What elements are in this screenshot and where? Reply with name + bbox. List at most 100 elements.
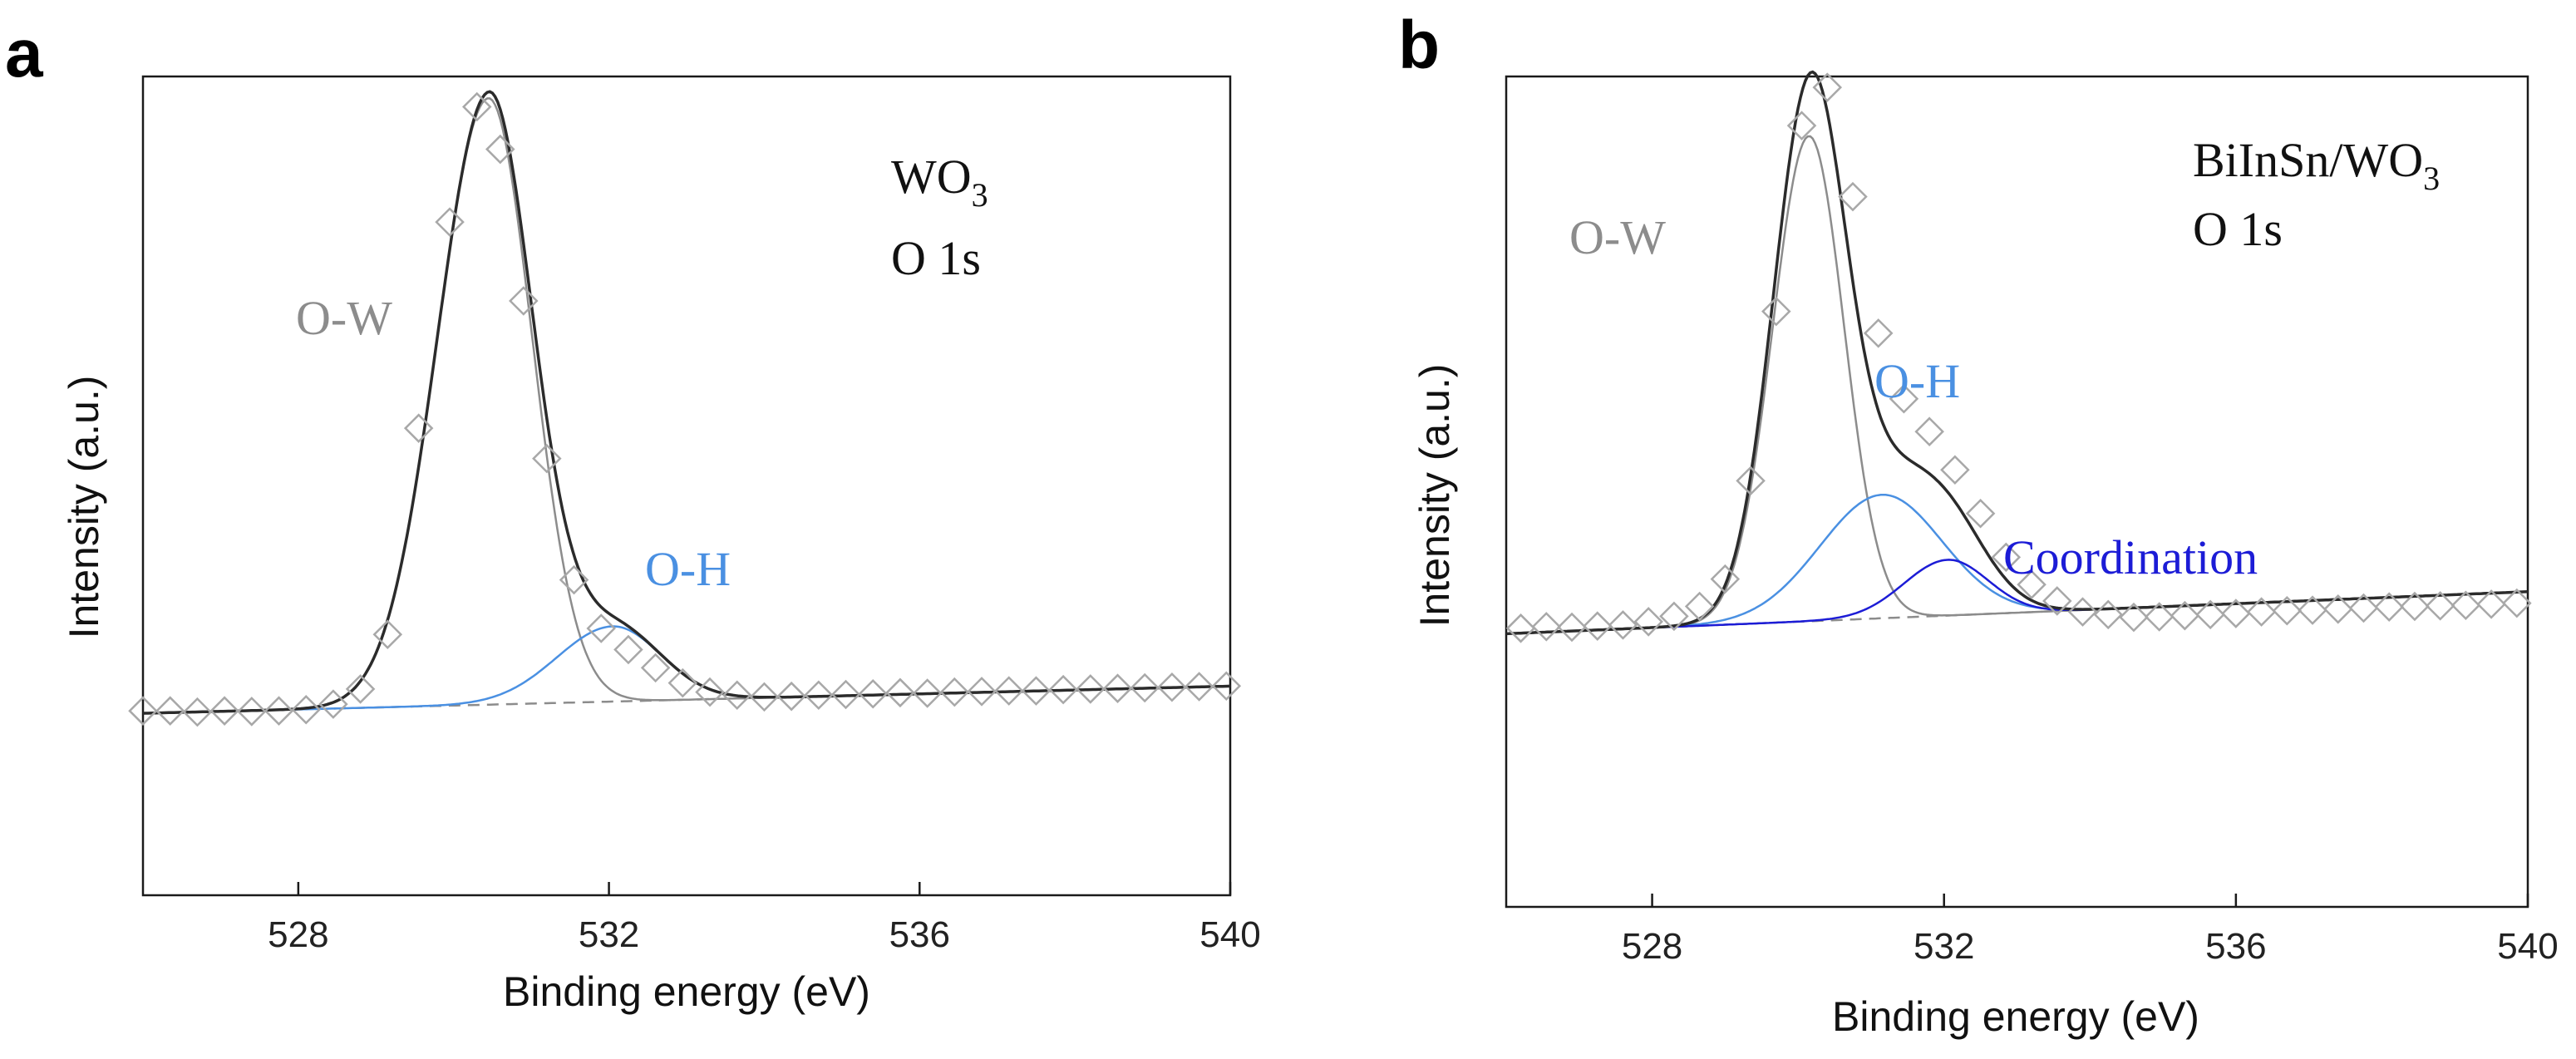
raw-data-point — [509, 286, 539, 316]
panel-a-y-axis-label: Intensity (a.u.) — [61, 376, 107, 639]
x-tick-label: 532 — [579, 914, 639, 955]
raw-data-point — [939, 677, 970, 707]
raw-data-point — [2400, 591, 2430, 622]
raw-data-point — [1914, 416, 1944, 446]
raw-data-point — [318, 689, 348, 719]
panel-b-sample-label: BiInSn/WO3 — [2193, 133, 2440, 197]
panel-a-components — [142, 97, 1231, 715]
raw-data-point — [2425, 591, 2455, 621]
raw-data-point — [993, 676, 1024, 706]
raw-data-point — [967, 677, 997, 707]
panel-b-envelope — [1505, 70, 2529, 636]
raw-data-point — [912, 678, 943, 708]
raw-data-point — [667, 667, 698, 698]
raw-data-point — [182, 697, 213, 727]
raw-data-point — [1684, 591, 1715, 622]
raw-data-point — [2119, 602, 2149, 633]
raw-data-point — [532, 443, 562, 474]
raw-data-point — [291, 694, 321, 725]
raw-data-point — [1838, 181, 1868, 212]
raw-data-point — [1505, 613, 1536, 643]
panel-a-sample-label: WO3 — [891, 150, 988, 214]
raw-data-point — [1021, 676, 1052, 706]
raw-data-point — [804, 680, 834, 710]
panel-b-letter: b — [1398, 7, 1440, 83]
raw-data-point — [586, 613, 616, 643]
envelope-line — [142, 90, 1231, 715]
raw-data-point — [2502, 588, 2532, 618]
raw-data-point — [1965, 499, 1996, 529]
panel-b-y-axis-label: Intensity (a.u.) — [1411, 364, 1458, 628]
raw-data-point — [1531, 612, 1562, 642]
raw-data-point — [1184, 672, 1214, 702]
panel-a-plot-frame — [141, 75, 1232, 897]
raw-data-point — [1102, 673, 1133, 703]
raw-data-point — [1211, 671, 1242, 702]
raw-data-point — [2298, 595, 2327, 625]
raw-data-point — [1940, 455, 1970, 485]
x-tick-label: 540 — [2497, 926, 2558, 967]
x-tick-label: 528 — [268, 914, 328, 955]
panel-b-plot-frame — [1505, 75, 2529, 909]
raw-data-point — [885, 677, 915, 708]
raw-data-point — [485, 134, 515, 165]
panel-b-peak-label-o-h: O-H — [1874, 354, 1960, 408]
raw-data-point — [1582, 611, 1613, 641]
raw-data-point — [128, 696, 158, 726]
raw-data-point — [2093, 599, 2123, 630]
raw-data-point — [461, 91, 492, 122]
raw-data-point — [613, 634, 643, 665]
raw-data-point — [858, 678, 888, 709]
panel-b-x-ticks: 528 532 536 540 — [1622, 894, 2559, 967]
x-tick-label: 536 — [889, 914, 950, 955]
panel-b-peak-label-coordination: Coordination — [2003, 530, 2258, 584]
panel-a-raw-data-markers — [128, 91, 1242, 727]
raw-data-point — [2374, 592, 2404, 622]
raw-data-point — [2067, 597, 2098, 627]
x-tick-label: 528 — [1622, 926, 1682, 967]
raw-data-point — [1633, 607, 1663, 637]
raw-data-point — [640, 653, 671, 683]
raw-data-point — [372, 619, 403, 650]
raw-data-point — [2195, 599, 2225, 630]
raw-data-point — [1710, 564, 1741, 594]
x-tick-label: 540 — [1199, 914, 1260, 955]
raw-data-point — [2272, 596, 2303, 626]
raw-data-point — [209, 696, 239, 726]
raw-data-point — [2042, 586, 2072, 616]
raw-data-point — [2450, 590, 2481, 620]
raw-data-point — [695, 677, 725, 707]
panel-b: b 528 532 536 540 Binding energy (eV) Inten… — [1398, 7, 2559, 1040]
x-tick-label: 536 — [2205, 926, 2266, 967]
raw-data-point — [2017, 569, 2047, 599]
raw-data-point — [776, 681, 806, 712]
raw-data-point — [237, 697, 267, 727]
panel-a-letter: a — [5, 16, 44, 91]
raw-data-point — [2348, 593, 2379, 623]
raw-data-point — [1761, 296, 1791, 327]
raw-data-point — [345, 674, 376, 704]
raw-data-point — [2144, 602, 2175, 632]
panel-a-x-ticks: 528 532 536 540 — [268, 882, 1261, 955]
raw-data-point — [264, 696, 294, 726]
panel-b-x-axis-label: Binding energy (eV) — [1832, 993, 2199, 1040]
raw-data-point — [2476, 589, 2506, 619]
panel-a-peak-label-o-h: O-H — [645, 542, 731, 596]
panel-b-raw-data-markers — [1505, 72, 2532, 643]
raw-data-point — [2322, 594, 2353, 624]
raw-data-point — [830, 679, 861, 710]
raw-data-point — [1130, 672, 1160, 703]
raw-data-point — [1786, 111, 1817, 140]
raw-data-point — [435, 207, 465, 237]
envelope-line — [1505, 70, 2529, 636]
panel-a-x-axis-label: Binding energy (eV) — [503, 968, 870, 1015]
raw-data-point — [559, 564, 589, 595]
raw-data-point — [1991, 542, 2022, 573]
panel-b-peak-label-o-w: O-W — [1569, 210, 1666, 264]
raw-data-point — [1608, 610, 1638, 640]
raw-data-point — [1157, 672, 1187, 702]
raw-data-point — [155, 696, 185, 726]
raw-data-point — [1048, 674, 1078, 705]
raw-data-point — [1659, 601, 1689, 632]
